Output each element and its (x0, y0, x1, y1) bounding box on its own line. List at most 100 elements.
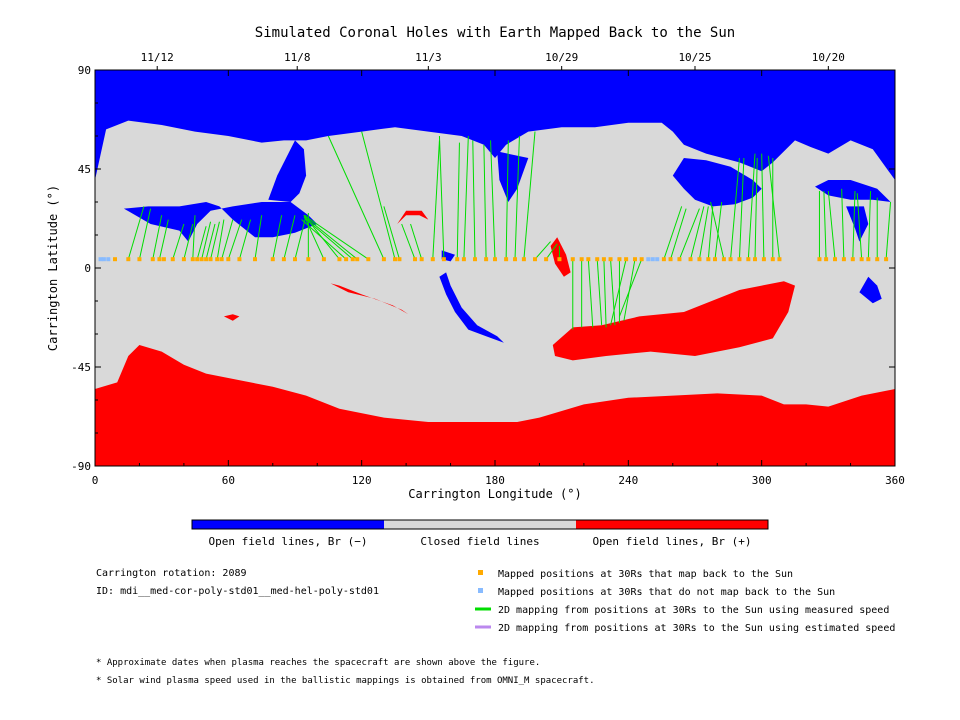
positive-coronal-hole (550, 237, 571, 277)
mapped-position-marker (579, 257, 584, 262)
mapped-position-marker (833, 257, 837, 262)
mapped-position-marker (639, 257, 644, 262)
mapped-position-marker (226, 257, 231, 262)
date-label: 11/12 (141, 51, 174, 64)
mapped-position-marker (513, 257, 517, 262)
mapped-position-marker (215, 257, 220, 262)
south-polar-coronal-hole (95, 345, 895, 466)
mapped-position-marker (293, 257, 297, 262)
mapped-position-marker (413, 257, 417, 262)
mapped-position-marker (737, 257, 742, 262)
measured-mapping-line (505, 140, 509, 260)
mapped-position-marker (397, 257, 402, 262)
mapped-position-marker (521, 257, 526, 262)
measured-mapping-line (663, 206, 683, 260)
measured-mapping-line (885, 201, 892, 260)
measured-mapping-line (596, 259, 603, 326)
measured-mapping-line (730, 157, 740, 260)
measured-mapping-line (603, 259, 607, 328)
measured-mapping-line (867, 190, 872, 260)
measured-mapping-line (327, 135, 385, 260)
measured-mapping-line (852, 190, 856, 260)
measured-mapping-line (690, 206, 705, 260)
measured-mapping-line (523, 131, 536, 260)
mapped-position-marker (875, 257, 880, 262)
mapped-position-marker (504, 257, 509, 262)
measured-mapping-line (545, 243, 558, 260)
mapped-position-marker (126, 257, 131, 262)
measured-mapping-line (710, 201, 725, 260)
unmapped-position-marker (646, 257, 651, 262)
mapped-position-marker (688, 257, 693, 262)
mapped-position-marker (455, 257, 460, 262)
chart-title: Simulated Coronal Holes with Earth Mappe… (255, 25, 735, 41)
measured-mapping-line (272, 215, 283, 260)
y-tick-label: 0 (84, 262, 91, 275)
mapped-position-marker (841, 257, 846, 262)
unmapped-position-marker (655, 257, 660, 262)
measured-mapping-line (227, 219, 243, 260)
measured-mapping-line (698, 206, 709, 260)
measured-mapping-line (152, 215, 163, 260)
mapped-position-marker (199, 257, 204, 262)
mapped-position-marker (461, 257, 466, 262)
x-tick-label: 180 (485, 474, 505, 487)
mapped-position-marker (706, 257, 711, 262)
footnote-speed: * Solar wind plasma speed used in the ba… (96, 676, 595, 686)
mapped-position-marker (419, 257, 424, 262)
carrington-rotation: Carrington rotation: 2089 (96, 568, 247, 579)
measured-mapping-line (534, 241, 551, 260)
x-tick-label: 360 (885, 474, 905, 487)
measured-mapping-line (205, 223, 216, 260)
mapped-position-marker (493, 257, 497, 262)
plot-area (94, 70, 895, 466)
y-axis-label: Carrington Latitude (°) (46, 185, 60, 351)
x-tick-label: 240 (618, 474, 638, 487)
mapped-position-marker (570, 257, 575, 262)
mapped-position-marker (824, 257, 829, 262)
mapped-position-marker (381, 257, 386, 262)
mapped-position-marker (721, 257, 726, 262)
negative-coronal-hole (497, 151, 529, 202)
mapped-position-marker (544, 257, 549, 262)
legend-label: 2D mapping from positions at 30Rs to the… (498, 605, 889, 616)
mapped-position-marker (668, 257, 673, 262)
measured-mapping-line (747, 153, 756, 260)
mapped-position-marker (753, 257, 757, 262)
negative-coronal-hole (815, 180, 891, 202)
measured-mapping-line (127, 206, 145, 260)
mapped-position-marker (617, 257, 622, 262)
mapped-position-marker (608, 257, 613, 262)
mapped-position-marker (697, 257, 702, 262)
mapped-position-marker (253, 257, 257, 262)
mapped-position-marker (595, 257, 600, 262)
mapped-position-marker (473, 257, 477, 262)
y-tick-label: -90 (71, 460, 91, 473)
mapped-position-marker (677, 257, 682, 262)
x-tick-label: 120 (352, 474, 372, 487)
measured-mapping-line (714, 201, 723, 260)
date-label: 10/25 (678, 51, 711, 64)
mapped-position-marker (601, 257, 606, 262)
date-label: 10/29 (545, 51, 578, 64)
colorbar-closed (384, 520, 576, 529)
footnote-dates: * Approximate dates when plasma reaches … (96, 658, 540, 668)
measured-mapping-line (456, 142, 460, 260)
measured-mapping-line (172, 223, 185, 260)
mapped-position-marker (150, 257, 155, 262)
y-tick-label: -45 (71, 361, 91, 374)
colorbar-frame (191, 519, 769, 530)
mapped-position-marker (281, 257, 286, 262)
north-polar-coronal-hole (95, 70, 895, 180)
unmapped-position-marker (650, 257, 655, 262)
measured-mapping-line (463, 135, 469, 260)
x-tick-label: 300 (752, 474, 772, 487)
negative-coronal-hole (672, 158, 762, 207)
x-tick-label: 0 (92, 474, 99, 487)
measured-mapping-line (303, 214, 325, 260)
measured-mapping-line (210, 221, 220, 260)
measured-mapping-line (303, 214, 369, 260)
measured-mapping-line (827, 190, 836, 260)
measured-mapping-line (432, 140, 440, 260)
